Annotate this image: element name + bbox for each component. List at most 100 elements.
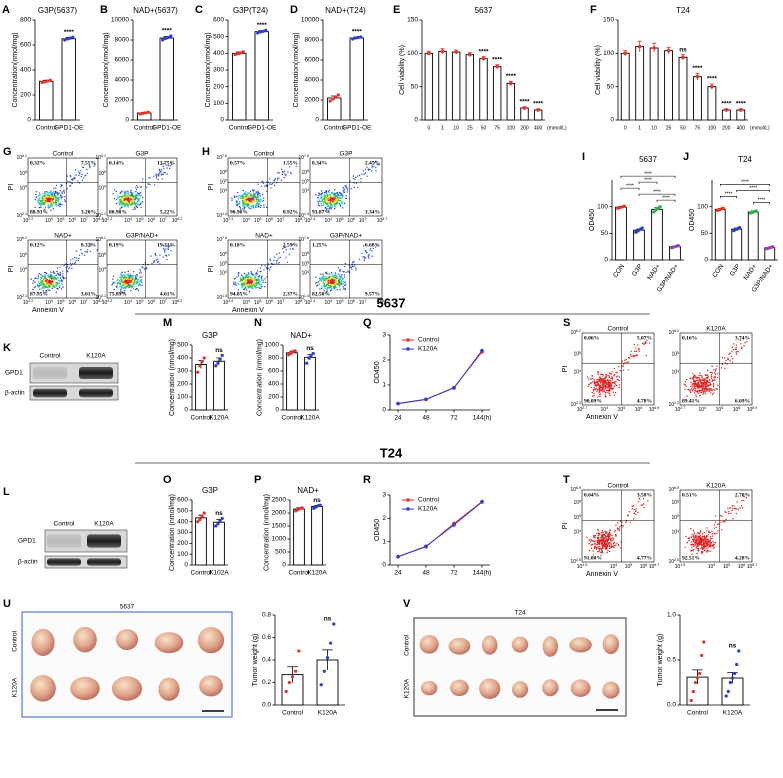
- lane-label: K120A: [94, 521, 114, 528]
- series-marker: [480, 348, 484, 353]
- event: [691, 546, 693, 548]
- y-tick-label: 0.6: [262, 634, 271, 641]
- y-tick-label: 600: [268, 368, 279, 375]
- tick-exponent: 6.1: [101, 236, 106, 240]
- y-tick-label: 4000: [115, 77, 130, 84]
- event: [338, 202, 340, 205]
- event: [636, 354, 638, 356]
- tick-base: 10: [298, 155, 304, 161]
- tick-base: 10: [219, 189, 225, 195]
- x-tick-label: Control: [191, 570, 213, 577]
- event: [329, 201, 332, 203]
- blot-band: [79, 367, 113, 379]
- event: [286, 261, 289, 263]
- tick-label: 104: [219, 270, 227, 277]
- event: [326, 277, 329, 280]
- event: [251, 274, 254, 276]
- event: [50, 274, 52, 276]
- event: [340, 192, 342, 194]
- event: [250, 208, 252, 210]
- tick-exponent: 4: [104, 185, 106, 189]
- y-tick-label: 50: [607, 83, 615, 90]
- event: [371, 255, 373, 257]
- tick-exponent: 5: [677, 351, 679, 355]
- event: [57, 277, 60, 279]
- event: [334, 195, 336, 197]
- event: [125, 286, 127, 289]
- event: [613, 385, 616, 388]
- event: [331, 205, 333, 207]
- event: [285, 175, 287, 177]
- y-axis-label: Concentration (nmol/mg): [169, 494, 176, 571]
- event: [343, 271, 345, 273]
- tick-label: 105: [254, 217, 262, 224]
- event: [40, 206, 42, 209]
- event: [693, 383, 695, 385]
- data-point: [353, 36, 357, 40]
- event: [591, 375, 594, 377]
- event: [717, 373, 719, 375]
- data-point: [138, 112, 142, 116]
- event: [53, 193, 56, 195]
- event: [264, 278, 266, 280]
- tick-base: 10: [159, 300, 165, 306]
- event: [690, 543, 692, 546]
- event: [724, 367, 726, 369]
- tick-label: 107: [80, 217, 88, 224]
- event-cloud: [231, 165, 297, 211]
- event: [600, 551, 602, 554]
- event: [130, 279, 132, 282]
- event: [589, 541, 592, 543]
- event: [52, 276, 55, 279]
- event: [59, 203, 62, 206]
- event: [606, 551, 608, 554]
- event: [255, 198, 258, 201]
- event: [336, 192, 338, 195]
- event: [282, 247, 284, 250]
- event: [36, 199, 38, 202]
- event: [113, 189, 116, 191]
- x-tick-label: Control: [289, 570, 311, 577]
- event: [602, 544, 605, 546]
- event: [124, 192, 127, 195]
- value-dot: [481, 56, 486, 61]
- event: [710, 372, 713, 374]
- event: [59, 194, 62, 196]
- event: [606, 389, 608, 391]
- event: [329, 194, 331, 196]
- quadrant-percent: 1.55%: [283, 160, 298, 166]
- event: [694, 392, 696, 394]
- event: [163, 162, 165, 165]
- event: [353, 260, 355, 263]
- x-tick-label: CON: [711, 263, 725, 279]
- event: [75, 250, 78, 252]
- event: [242, 204, 245, 206]
- tick-exponent: 7: [165, 217, 167, 221]
- event: [703, 380, 706, 382]
- data-point: [325, 656, 330, 660]
- row-label: β-actin: [18, 559, 38, 566]
- y-tick-label: 600: [213, 17, 224, 24]
- event: [140, 191, 142, 194]
- tick-exponent: 7: [364, 299, 366, 303]
- event: [608, 392, 611, 395]
- significance-label: ns: [324, 616, 332, 623]
- event: [700, 552, 703, 554]
- event: [128, 201, 130, 203]
- event: [255, 200, 258, 202]
- event: [590, 544, 592, 546]
- event: [609, 394, 611, 397]
- event: [351, 268, 353, 270]
- event: [598, 387, 601, 390]
- event: [45, 190, 48, 193]
- event: [692, 529, 695, 531]
- event: [327, 282, 329, 285]
- event: [278, 257, 280, 259]
- event: [633, 343, 636, 346]
- x-tick-label: NAD+: [743, 263, 759, 282]
- event: [336, 198, 338, 201]
- event: [712, 385, 715, 388]
- tick-exponent: 5: [579, 514, 581, 518]
- event: [160, 169, 163, 171]
- event: [332, 276, 334, 278]
